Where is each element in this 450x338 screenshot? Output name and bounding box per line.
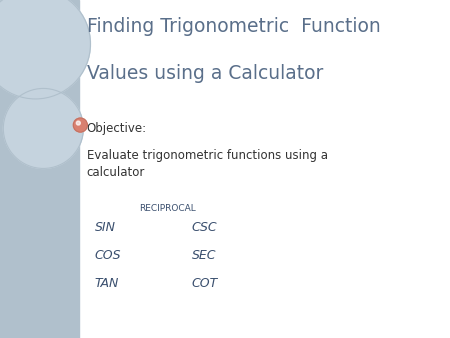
Text: Finding Trigonometric  Function: Finding Trigonometric Function: [87, 17, 381, 36]
Text: Evaluate trigonometric functions using a
calculator: Evaluate trigonometric functions using a…: [87, 149, 328, 179]
Text: COS: COS: [95, 249, 121, 262]
Circle shape: [76, 121, 81, 125]
Circle shape: [73, 118, 87, 132]
Text: TAN: TAN: [95, 277, 119, 290]
Text: SIN: SIN: [95, 221, 116, 234]
Bar: [0, 0, 79, 338]
Text: RECIPROCAL: RECIPROCAL: [139, 204, 195, 214]
Text: SEC: SEC: [192, 249, 216, 262]
Text: Values using a Calculator: Values using a Calculator: [87, 64, 323, 83]
Circle shape: [3, 89, 83, 168]
Text: CSC: CSC: [192, 221, 217, 234]
Text: COT: COT: [192, 277, 218, 290]
Text: Objective:: Objective:: [87, 122, 147, 135]
Circle shape: [0, 0, 90, 99]
